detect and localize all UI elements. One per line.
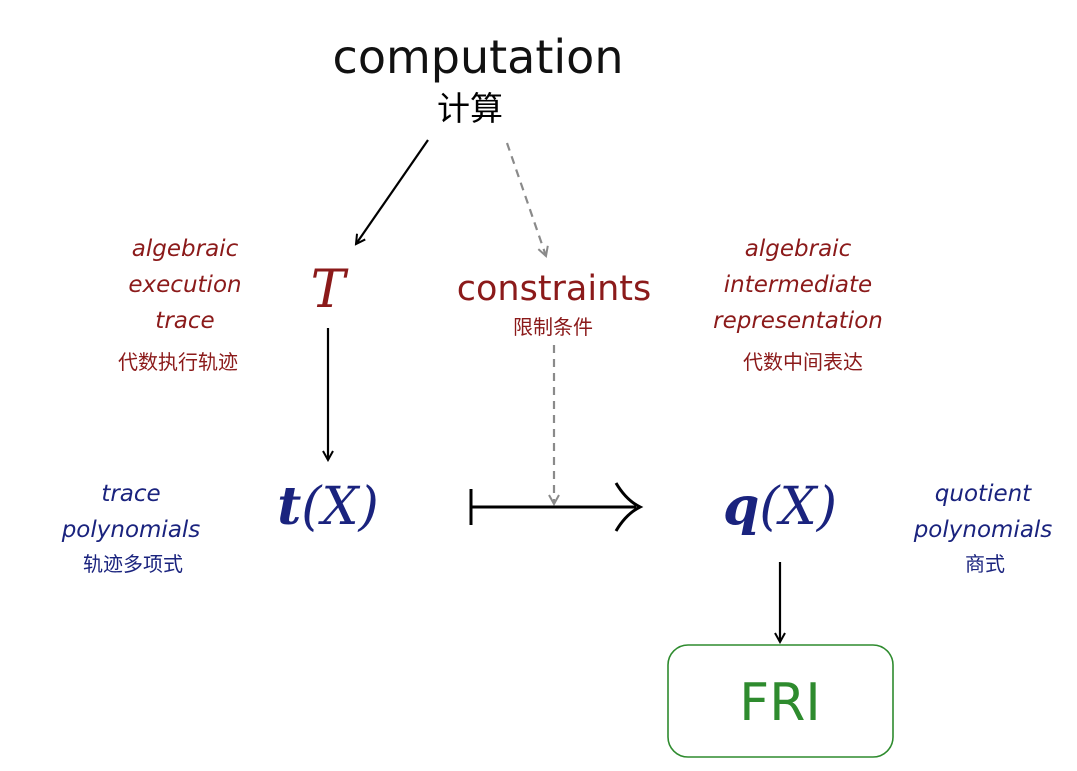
quotient-polynomials-chinese: 商式 bbox=[965, 552, 1005, 576]
fri-box bbox=[667, 644, 894, 758]
trace-polynomials-label: trace polynomials bbox=[62, 476, 201, 548]
algebraic-execution-trace-chinese: 代数执行轨迹 bbox=[118, 350, 238, 374]
quotient-polynomial-bold: q bbox=[723, 476, 760, 537]
computation-title: computation bbox=[332, 30, 624, 84]
algebraic-intermediate-representation-label: algebraic intermediate representation bbox=[713, 231, 883, 339]
arrow-computation-to-constraints bbox=[505, 142, 546, 256]
label-line: quotient bbox=[934, 481, 1032, 507]
fri-label: FRI bbox=[739, 673, 821, 733]
label-line: polynomials bbox=[61, 517, 201, 543]
label-line: trace bbox=[155, 308, 215, 334]
quotient-polynomial-args: (X) bbox=[759, 477, 837, 537]
label-line: intermediate bbox=[723, 272, 873, 298]
label-line: algebraic bbox=[131, 236, 239, 262]
algebraic-execution-trace-label: algebraic execution trace bbox=[128, 231, 241, 339]
arrow-computation-to-trace bbox=[356, 139, 429, 244]
constraints-title: constraints bbox=[456, 269, 652, 309]
label-line: polynomials bbox=[913, 517, 1053, 543]
trace-polynomials-chinese: 轨迹多项式 bbox=[83, 552, 183, 576]
constraints-subtitle: 限制条件 bbox=[513, 315, 593, 339]
trace-polynomial-args: (X) bbox=[301, 477, 379, 537]
trace-polynomial: t(X) bbox=[277, 474, 379, 540]
mapsto-arrow bbox=[469, 482, 644, 532]
label-line: trace bbox=[101, 481, 161, 507]
label-line: representation bbox=[713, 308, 883, 334]
computation-subtitle: 计算 bbox=[437, 89, 503, 128]
algebraic-intermediate-representation-chinese: 代数中间表达 bbox=[743, 350, 863, 374]
trace-symbol: T bbox=[310, 260, 346, 320]
quotient-polynomials-label: quotient polynomials bbox=[914, 476, 1053, 548]
label-line: algebraic bbox=[744, 236, 852, 262]
quotient-polynomial: q(X) bbox=[723, 474, 837, 540]
trace-polynomial-bold: t bbox=[277, 476, 302, 537]
label-line: execution bbox=[128, 272, 242, 298]
